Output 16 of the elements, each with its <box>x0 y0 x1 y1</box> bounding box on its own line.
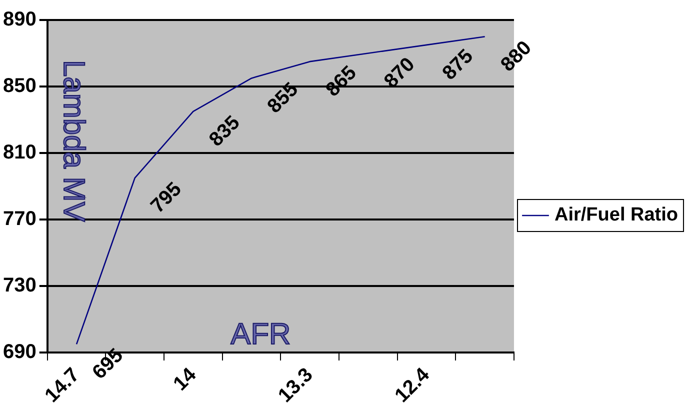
y-tick-label: 810 <box>2 142 36 164</box>
y-tick-label: 690 <box>2 341 36 364</box>
data-label: 880 <box>496 36 536 76</box>
y-tick-label: 730 <box>2 274 36 297</box>
y-axis-title: Lambda MV <box>57 60 90 222</box>
y-tick-label: 850 <box>2 75 36 98</box>
data-label: 855 <box>263 78 303 118</box>
legend-label: Air/Fuel Ratio <box>554 204 678 226</box>
x-tick-label: 14 <box>169 363 202 396</box>
data-label: 835 <box>205 112 244 151</box>
data-label: 870 <box>380 54 420 93</box>
data-label: 795 <box>146 178 186 218</box>
x-axis-title: AFR <box>230 318 291 351</box>
y-tick-label: 770 <box>2 208 36 230</box>
data-label: 875 <box>438 45 478 84</box>
y-tick-label: 890 <box>2 8 36 31</box>
